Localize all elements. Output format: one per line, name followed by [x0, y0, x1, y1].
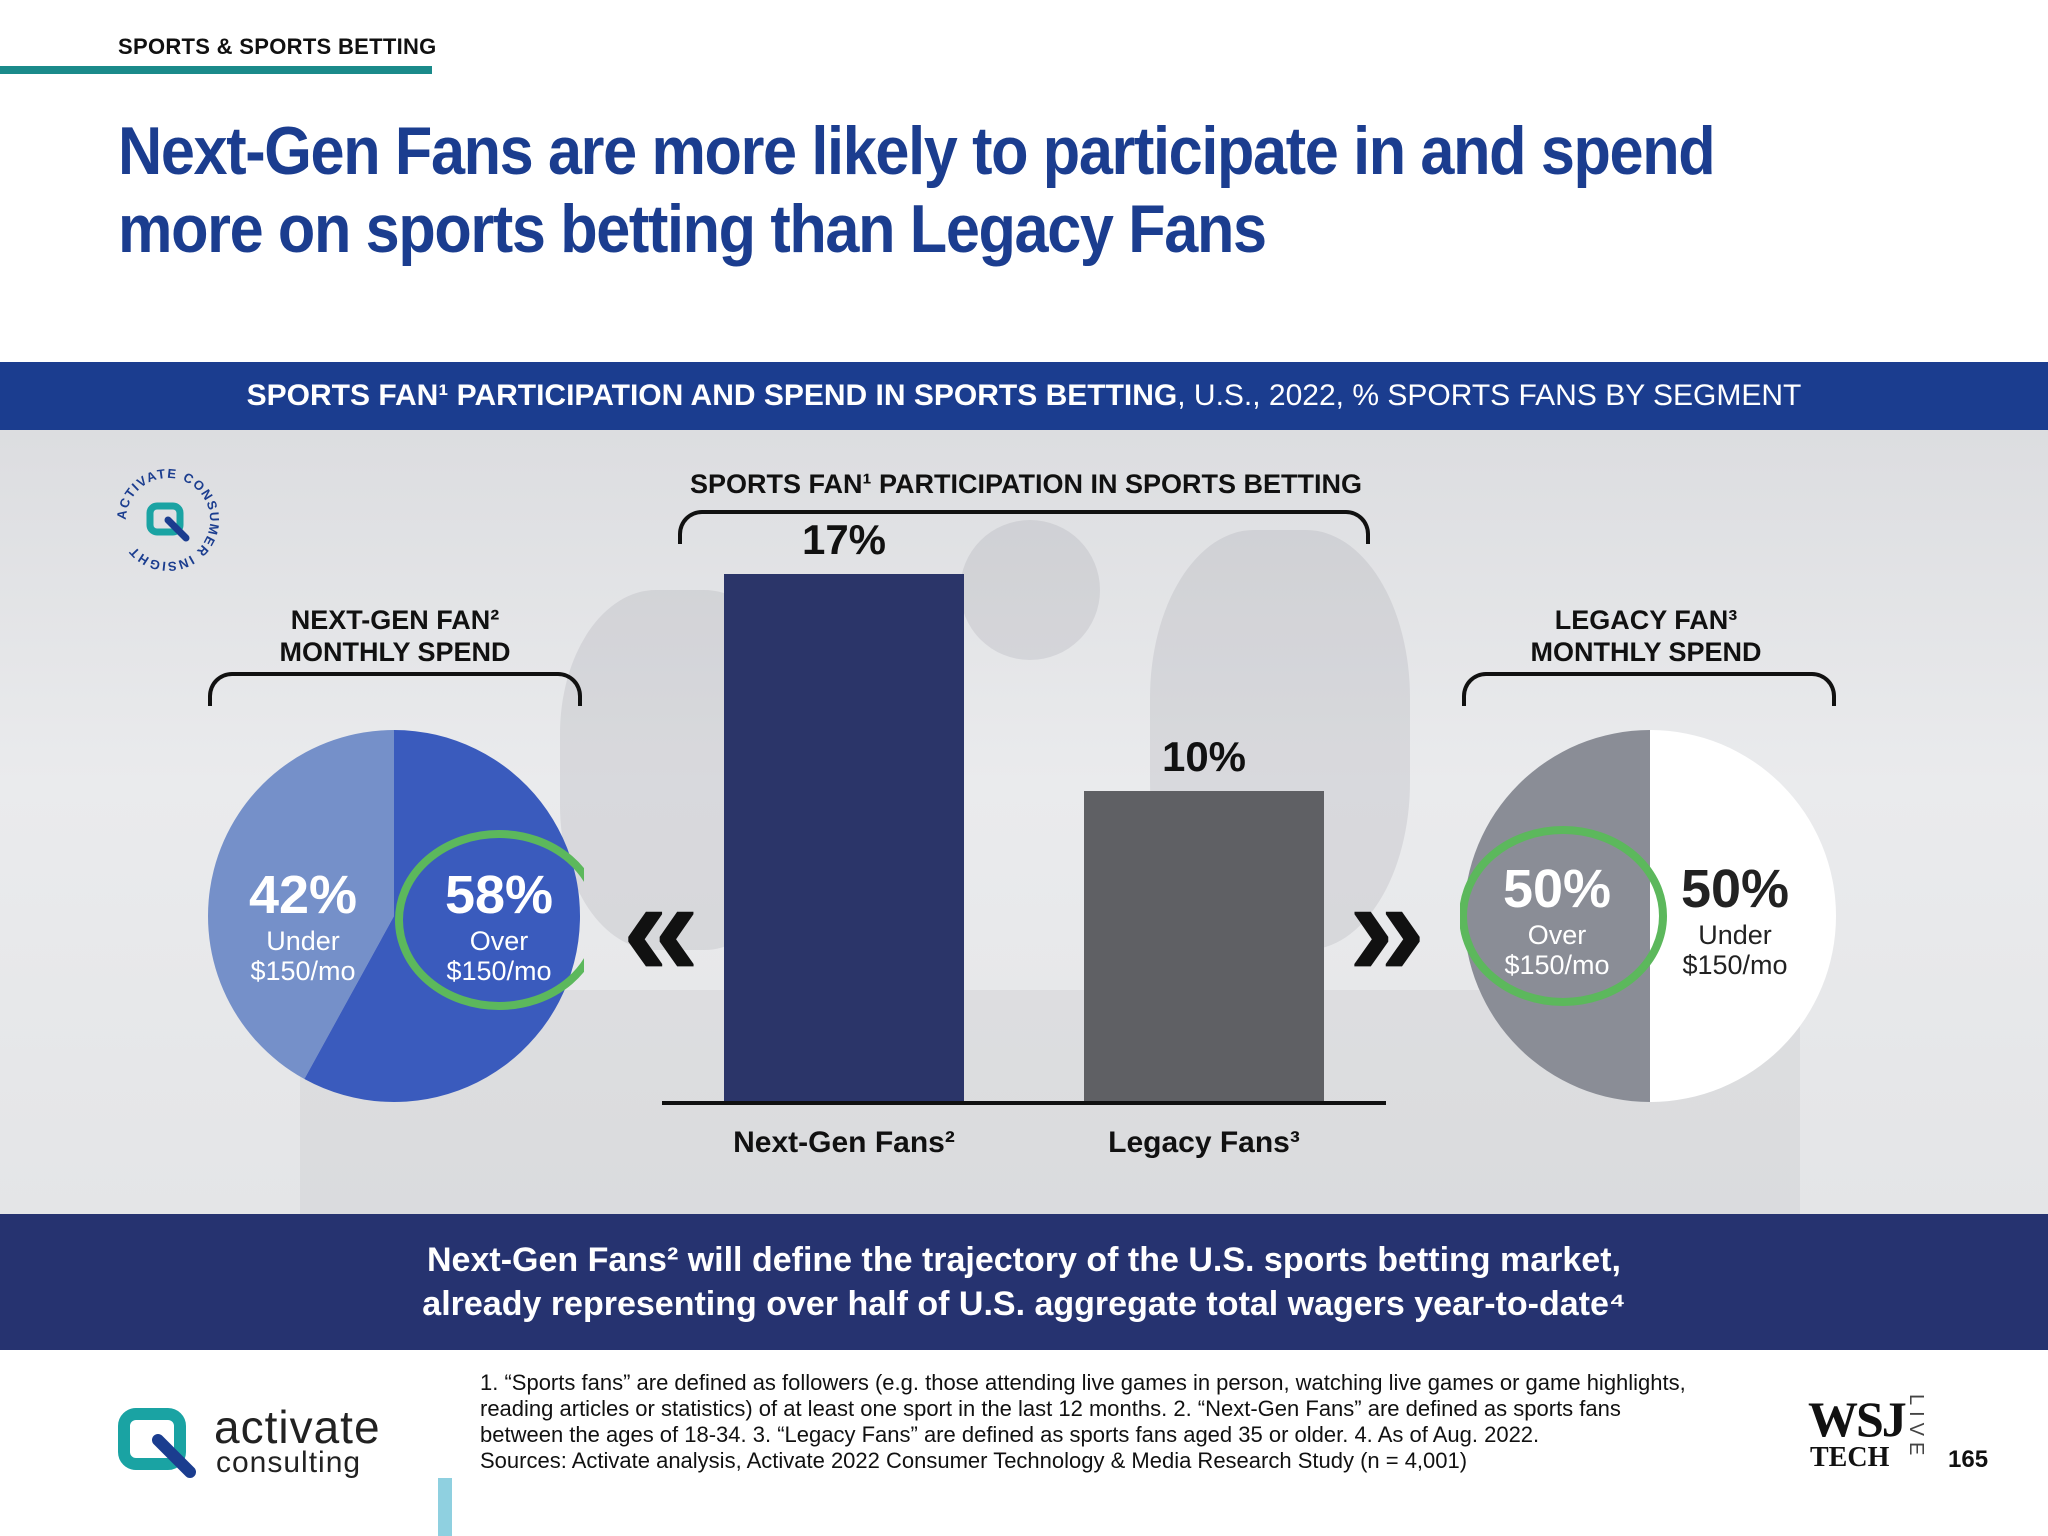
- left-pie-label-under: 42% Under $150/mo: [218, 864, 388, 986]
- bar-category-legacy: Legacy Fans³: [1108, 1126, 1300, 1159]
- footnote-line: between the ages of 18-34. 3. “Legacy Fa…: [480, 1422, 1540, 1447]
- activate-logo-icon: [118, 1408, 196, 1478]
- right-pie-under-sub1: Under: [1698, 920, 1772, 950]
- left-pie-over-sub2: $150/mo: [446, 956, 552, 986]
- takeaway-line1: Next-Gen Fans² will define the trajector…: [427, 1241, 1621, 1279]
- right-pie-svg: [1460, 730, 1836, 1102]
- right-pie-label-under: 50% Under $150/mo: [1650, 858, 1820, 980]
- pie-slice-legacy-under: [1650, 730, 1836, 1102]
- footnote-line: 1. “Sports fans” are defined as follower…: [480, 1370, 1686, 1395]
- bar-next-gen: [724, 574, 964, 1101]
- footnote-line: reading articles or statistics) of at le…: [480, 1396, 1621, 1421]
- right-pie-title: LEGACY FAN³ MONTHLY SPEND: [1456, 604, 1836, 668]
- section-label: SPORTS & SPORTS BETTING: [118, 34, 437, 59]
- left-pie-highlight-ring: [395, 830, 584, 1010]
- wsj-logo-line1: WSJ: [1808, 1391, 1907, 1447]
- right-pie-title-line1: LEGACY FAN³: [1554, 605, 1738, 635]
- left-pie-title: NEXT-GEN FAN² MONTHLY SPEND: [200, 604, 590, 668]
- left-pie-bracket: [208, 672, 582, 706]
- footnotes: 1. “Sports fans” are defined as follower…: [480, 1370, 1780, 1474]
- right-pie-chart: 50% Over $150/mo 50% Under $150/mo: [1460, 726, 1840, 1106]
- chevron-right-icon: »: [1348, 849, 1426, 1006]
- right-pie-over-sub1: Over: [1527, 920, 1587, 950]
- left-pie-under-sub2: $150/mo: [250, 956, 356, 986]
- section-rule: [0, 66, 432, 74]
- takeaway-banner: Next-Gen Fans² will define the trajector…: [0, 1214, 2048, 1350]
- right-pie-bracket: [1462, 672, 1836, 706]
- activate-logo: activate consulting: [118, 1400, 418, 1480]
- right-pie-over-pct: 50%: [1502, 859, 1612, 919]
- right-pie-label-over: 50% Over $150/mo: [1472, 858, 1642, 980]
- wsj-tech-live-logo: WSJ TECH LIVE: [1808, 1390, 1928, 1480]
- right-pie-over-sub2: $150/mo: [1504, 950, 1610, 980]
- bar-legacy: [1084, 791, 1324, 1101]
- pie-slice-next-gen-under: [207, 730, 394, 1079]
- left-pie-over-sub1: Over: [469, 926, 529, 956]
- bar-category-next-gen: Next-Gen Fans²: [733, 1126, 955, 1159]
- page-number: 165: [1948, 1446, 1989, 1473]
- right-pie-title-line2: MONTHLY SPEND: [1530, 637, 1762, 667]
- footnote-line: Sources: Activate analysis, Activate 202…: [480, 1448, 1468, 1473]
- pie-slice-legacy-over: [1464, 730, 1650, 1102]
- left-pie-chart: 42% Under $150/mo 58% Over $150/mo: [204, 726, 584, 1106]
- right-pie-under-sub2: $150/mo: [1682, 950, 1788, 980]
- chart-banner-bold: SPORTS FAN¹ PARTICIPATION AND SPEND IN S…: [246, 379, 1178, 412]
- chart-banner-rest: , U.S., 2022, % SPORTS FANS BY SEGMENT: [1177, 379, 1802, 412]
- logo-word-consulting: consulting: [216, 1446, 362, 1479]
- right-pie-under-pct: 50%: [1680, 859, 1790, 919]
- bar-chart-bracket: [678, 510, 1370, 544]
- wsj-logo-line2: TECH: [1810, 1442, 1890, 1473]
- right-pie-highlight-ring: [1460, 826, 1667, 1006]
- activate-insight-stamp-icon: ACTIVATE CONSUMER INSIGHT: [114, 466, 221, 574]
- left-pie-under-sub1: Under: [266, 926, 340, 956]
- wsj-logo-line3: LIVE: [1905, 1394, 1927, 1462]
- chart-banner: SPORTS FAN¹ PARTICIPATION AND SPEND IN S…: [0, 362, 2048, 430]
- left-pie-label-over: 58% Over $150/mo: [414, 864, 584, 986]
- chevron-left-icon: «: [622, 849, 700, 1006]
- left-pie-svg: [207, 730, 584, 1102]
- page-title: Next-Gen Fans are more likely to partici…: [118, 113, 1716, 267]
- bar-value-legacy: 10%: [1161, 733, 1247, 780]
- accent-strip: [438, 1478, 452, 1536]
- left-pie-under-pct: 42%: [248, 865, 358, 925]
- left-pie-over-pct: 58%: [444, 865, 554, 925]
- left-pie-title-line1: NEXT-GEN FAN²: [290, 605, 500, 635]
- bar-chart-baseline: [662, 1101, 1386, 1105]
- background-ball: [960, 520, 1100, 660]
- left-pie-title-line2: MONTHLY SPEND: [279, 637, 511, 667]
- takeaway-line2: already representing over half of U.S. a…: [422, 1285, 1626, 1323]
- bar-chart-title: SPORTS FAN¹ PARTICIPATION IN SPORTS BETT…: [689, 469, 1363, 499]
- logo-word-activate: activate: [214, 1401, 381, 1453]
- bar-value-next-gen: 17%: [801, 516, 887, 563]
